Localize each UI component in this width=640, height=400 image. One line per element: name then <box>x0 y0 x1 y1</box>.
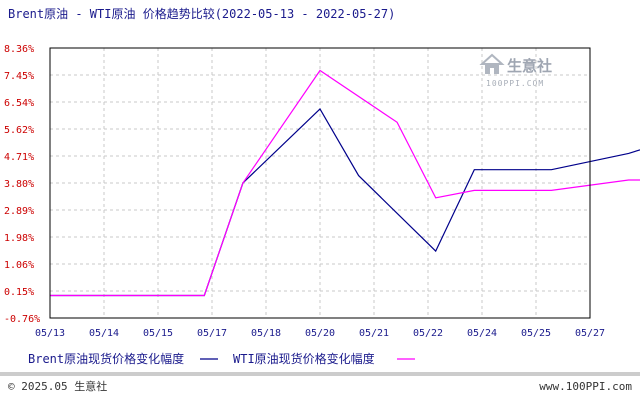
y-tick-label: 5.62% <box>4 125 34 136</box>
legend-label-wti: WTI原油现货价格变化幅度 <box>233 351 375 366</box>
y-tick-label: 1.06% <box>4 260 34 271</box>
x-tick-label: 05/15 <box>143 328 173 339</box>
y-tick-label: 0.15% <box>4 287 34 298</box>
footer-site: www.100PPI.com <box>539 380 632 393</box>
grid <box>49 47 591 319</box>
x-tick-label: 05/17 <box>197 328 227 339</box>
series-line-wti <box>50 69 640 297</box>
watermark: 生意社 100PPI.COM <box>479 53 552 88</box>
chart-title: Brent原油 - WTI原油 价格趋势比较(2022-05-13 - 2022… <box>8 6 395 21</box>
series-line-brent <box>50 108 640 297</box>
y-tick-label: -0.76% <box>4 314 40 325</box>
x-tick-label: 05/20 <box>305 328 335 339</box>
y-tick-label: 3.80% <box>4 179 34 190</box>
x-tick-label: 05/22 <box>413 328 443 339</box>
y-tick-label: 8.36% <box>4 44 34 55</box>
x-tick-label: 05/25 <box>521 328 551 339</box>
footer-copyright: © 2025.05 生意社 <box>8 379 107 393</box>
watermark-site: 100PPI.COM <box>486 79 544 88</box>
x-tick-label: 05/13 <box>35 328 65 339</box>
plot-frame <box>49 47 591 319</box>
x-tick-label: 05/24 <box>467 328 497 339</box>
x-tick-label: 05/27 <box>575 328 605 339</box>
series-lines <box>50 69 640 297</box>
watermark-brand: 生意社 <box>507 57 552 75</box>
y-tick-label: 2.89% <box>4 206 34 217</box>
x-tick-label: 05/21 <box>359 328 389 339</box>
footer-divider <box>0 372 640 376</box>
y-tick-label: 4.71% <box>4 152 34 163</box>
watermark-logo <box>479 53 505 74</box>
x-axis-ticks: 05/13 05/14 05/15 05/17 05/18 05/20 05/21 05/22… <box>35 328 605 339</box>
x-tick-label: 05/18 <box>251 328 281 339</box>
y-tick-label: 6.54% <box>4 98 34 109</box>
y-axis-ticks: 8.36% 7.45% 6.54% 5.62% 4.71% 3.80% 2.89% 1.98%… <box>4 44 40 325</box>
y-tick-label: 7.45% <box>4 71 34 82</box>
legend-label-brent: Brent原油现货价格变化幅度 <box>28 351 184 366</box>
legend: Brent原油现货价格变化幅度 WTI原油现货价格变化幅度 <box>28 351 415 366</box>
y-tick-label: 1.98% <box>4 233 34 244</box>
x-tick-label: 05/14 <box>89 328 119 339</box>
